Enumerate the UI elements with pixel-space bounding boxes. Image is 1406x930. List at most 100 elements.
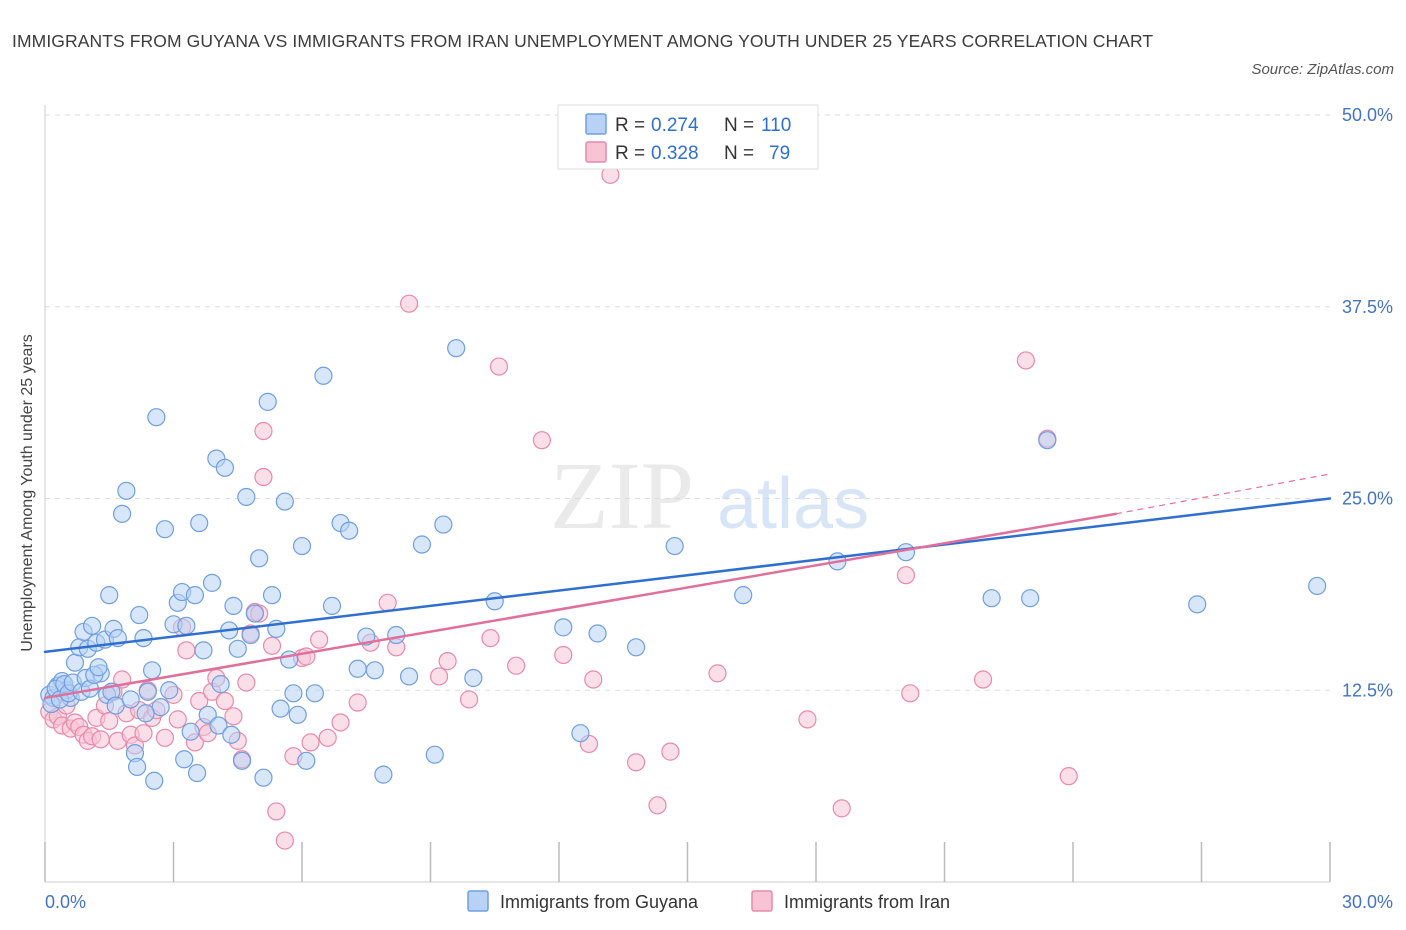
guyana-point-69 xyxy=(374,765,393,784)
iran-point-66 xyxy=(489,357,509,376)
guyana-point-32 xyxy=(177,616,196,635)
guyana-point-54 xyxy=(271,699,290,718)
legend-swatch-iran xyxy=(585,141,607,163)
iran-point-28 xyxy=(168,710,187,729)
legend-r-value-guyana: 0.274 xyxy=(651,115,699,136)
iran-point-75 xyxy=(661,742,680,761)
guyana-point-24 xyxy=(142,661,162,680)
guyana-point-57 xyxy=(284,684,303,703)
iran-point-22 xyxy=(134,724,153,743)
watermark-zip: ZIP xyxy=(550,442,694,549)
guyana-point-28 xyxy=(160,681,179,700)
guyana-point-49 xyxy=(250,549,269,568)
guyana-point-41 xyxy=(215,458,234,477)
x-tick-labels: 0.0% 30.0% xyxy=(45,892,1393,912)
guyana-point-59 xyxy=(292,536,312,556)
iran-point-32 xyxy=(190,691,209,711)
iran-point-82 xyxy=(1016,351,1035,370)
iran-point-68 xyxy=(532,431,551,450)
guyana-point-81 xyxy=(626,638,646,657)
guyana-point-90 xyxy=(1308,576,1327,596)
iran-point-65 xyxy=(481,628,500,648)
iran-point-53 xyxy=(301,733,320,752)
guyana-point-108 xyxy=(175,750,194,769)
guyana-point-52 xyxy=(262,586,282,605)
guyana-point-56 xyxy=(280,650,299,669)
guyana-point-18 xyxy=(117,481,136,500)
iran-point-49 xyxy=(275,831,294,850)
iran-point-59 xyxy=(378,593,397,612)
legend-swatch-guyana xyxy=(585,113,607,135)
guyana-point-58 xyxy=(288,705,307,724)
guyana-point-110 xyxy=(209,716,228,735)
guyana-point-33 xyxy=(181,722,200,741)
iran-point-12 xyxy=(91,730,110,749)
guyana-point-62 xyxy=(314,366,333,385)
source-label: Source: ZipAtlas.com xyxy=(1251,61,1394,78)
iran-point-69 xyxy=(554,645,573,665)
trend-lines xyxy=(43,473,1332,700)
guyana-point-75 xyxy=(447,339,466,358)
legend-n-value-guyana: 110 xyxy=(761,115,791,136)
guyana-point-61 xyxy=(305,684,324,703)
bottom-legend-label-guyana: Immigrants from Guyana xyxy=(500,892,699,912)
y-tick-label-0: 12.5% xyxy=(1342,680,1393,700)
iran-trend-line xyxy=(43,512,1118,700)
guyana-point-77 xyxy=(485,592,504,611)
iran-point-74 xyxy=(648,796,667,815)
iran-point-46 xyxy=(254,421,273,441)
guyana-point-44 xyxy=(228,639,247,658)
legend-box: R = 0.274 N = 110 R = 0.328 N = 79 xyxy=(557,104,819,170)
guyana-point-76 xyxy=(464,668,483,688)
guyana-point-60 xyxy=(297,751,316,770)
iran-point-78 xyxy=(832,799,851,818)
legend-n-label-iran: N = xyxy=(724,143,754,164)
iran-point-52 xyxy=(297,647,316,666)
guyana-point-38 xyxy=(202,573,222,592)
guyana-point-89 xyxy=(1188,595,1207,614)
guyana-point-101 xyxy=(89,658,108,677)
guyana-point-37 xyxy=(198,705,217,724)
iran-point-67 xyxy=(507,656,526,675)
legend-n-value-iran: 79 xyxy=(769,143,790,164)
guyana-point-82 xyxy=(665,536,684,556)
x-tick-label-0: 0.0% xyxy=(45,892,86,912)
guyana-point-50 xyxy=(254,768,273,787)
guyana-point-71 xyxy=(399,667,419,686)
y-tick-label-2: 37.5% xyxy=(1342,297,1393,317)
bottom-legend: Immigrants from Guyana Immigrants from I… xyxy=(467,890,950,912)
guyana-point-107 xyxy=(145,771,164,790)
watermark-atlas: atlas xyxy=(717,464,869,544)
guyana-point-27 xyxy=(155,520,175,539)
iran-point-64 xyxy=(459,690,479,709)
guyana-point-45 xyxy=(232,751,252,770)
guyana-point-79 xyxy=(571,724,590,743)
guyana-point-55 xyxy=(275,492,294,511)
guyana-point-87 xyxy=(1021,589,1040,608)
iran-point-81 xyxy=(973,670,993,689)
legend-r-label-guyana: R = xyxy=(615,115,645,136)
y-axis-label: Unemployment Among Youth under 25 years xyxy=(19,334,36,652)
iran-trend-extension xyxy=(1115,473,1331,515)
guyana-points xyxy=(40,339,1327,790)
iran-point-63 xyxy=(438,652,457,671)
guyana-point-88 xyxy=(1038,431,1057,450)
guyana-point-22 xyxy=(134,628,153,648)
guyana-point-74 xyxy=(434,515,453,534)
iran-point-80 xyxy=(901,684,920,703)
iran-point-61 xyxy=(399,294,419,313)
guyana-point-72 xyxy=(412,535,432,554)
iran-point-38 xyxy=(224,707,243,726)
iran-point-47 xyxy=(262,636,282,655)
guyana-point-86 xyxy=(982,589,1001,608)
iran-point-45 xyxy=(254,467,273,487)
guyana-point-46 xyxy=(237,487,256,507)
iran-point-26 xyxy=(155,728,175,747)
bottom-legend-label-iran: Immigrants from Iran xyxy=(784,892,950,912)
y-tick-label-1: 25.0% xyxy=(1342,489,1393,509)
guyana-point-10 xyxy=(83,616,102,635)
iran-point-41 xyxy=(237,673,256,692)
guyana-point-78 xyxy=(554,618,573,637)
guyana-point-66 xyxy=(348,659,367,678)
